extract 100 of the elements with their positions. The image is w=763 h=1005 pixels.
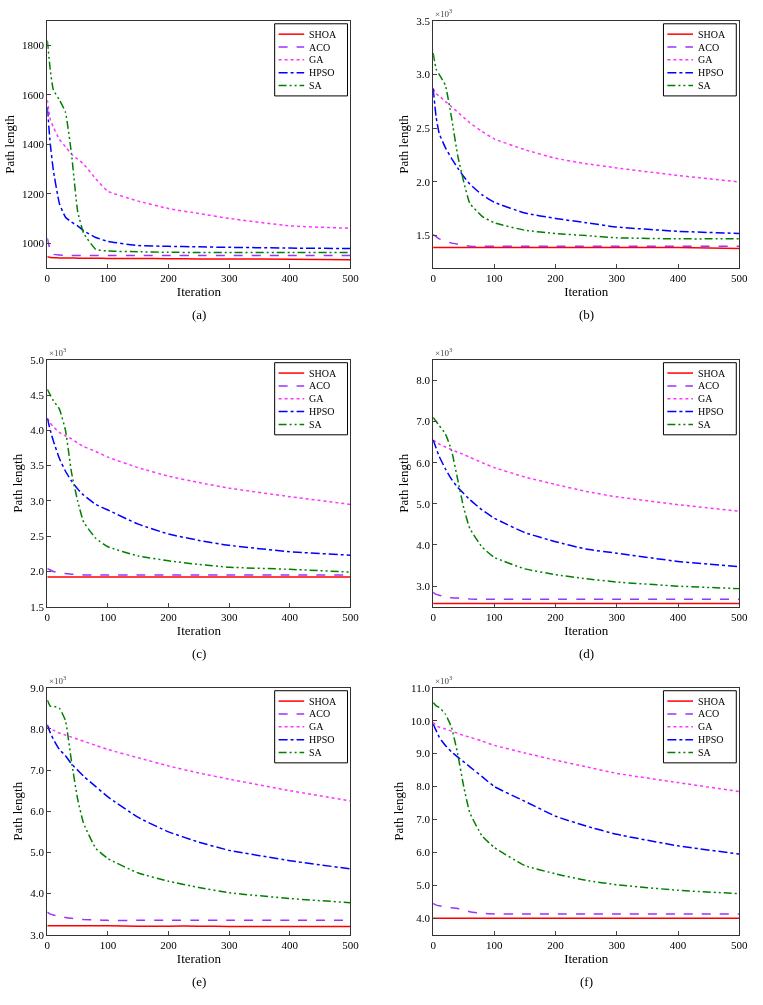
x-tick-label: 100 xyxy=(486,938,504,951)
y-tick-label: 11.0 xyxy=(411,681,431,694)
x-tick-label: 500 xyxy=(342,272,360,285)
y-tick-label: 10.0 xyxy=(410,714,431,727)
legend-label: ACO xyxy=(698,708,720,719)
text: (d) xyxy=(579,646,595,661)
text: ×10$^{3}$ xyxy=(435,674,453,686)
y-tick-label: 2.0 xyxy=(30,565,45,578)
x-tick-label: 100 xyxy=(486,610,504,623)
y-tick-label: 8.0 xyxy=(30,722,45,735)
y-tick-label: 4.0 xyxy=(416,912,431,925)
x-tick-label: 0 xyxy=(430,272,437,285)
line-series xyxy=(47,699,351,904)
y-tick-label: 1000 xyxy=(22,236,45,249)
x-tick-label: 500 xyxy=(730,938,748,951)
x-tick-label: 400 xyxy=(281,610,299,623)
legend-label: SA xyxy=(309,747,323,758)
y-tick-label: 6.0 xyxy=(416,846,431,859)
x-tick-label: 500 xyxy=(342,610,360,623)
y-tick-label: 4.5 xyxy=(30,388,45,401)
legend-label: GA xyxy=(309,721,325,732)
x-tick-label: 200 xyxy=(547,272,565,285)
legend-label: SA xyxy=(698,747,712,758)
text: (c) xyxy=(192,646,207,661)
line-series xyxy=(47,417,351,556)
y-tick-label: 4.0 xyxy=(416,538,431,551)
legend-label: GA xyxy=(309,393,325,404)
legend-label: SHOA xyxy=(698,29,726,40)
legend-label: HPSO xyxy=(309,67,335,78)
y-axis-title: Path length xyxy=(396,114,412,174)
legend-label: HPSO xyxy=(698,734,724,745)
y-tick-label: 1800 xyxy=(22,39,45,52)
y-tick-label: 5.0 xyxy=(416,879,431,892)
legend-label: HPSO xyxy=(698,67,724,78)
x-tick-label: 0 xyxy=(44,938,51,951)
text: (a) xyxy=(192,307,207,322)
x-axis-title: Iteration xyxy=(176,950,222,966)
y-tick-label: 6.0 xyxy=(30,805,45,818)
x-tick-label: 300 xyxy=(608,610,626,623)
legend-label: GA xyxy=(698,721,714,732)
x-tick-label: 0 xyxy=(430,938,437,951)
y-tick-label: 9.0 xyxy=(30,681,45,694)
line-series xyxy=(433,416,740,590)
legend-label: SHOA xyxy=(698,696,726,707)
y-axis-title: Path length xyxy=(396,453,412,513)
x-axis-title: Iteration xyxy=(564,284,609,300)
y-tick-label: 1200 xyxy=(22,187,45,200)
x-tick-label: 300 xyxy=(608,938,626,951)
line-series xyxy=(433,902,740,915)
x-tick-label: 0 xyxy=(430,610,437,623)
y-tick-label: 9.0 xyxy=(416,747,431,760)
text: (b) xyxy=(579,307,595,322)
y-tick-label: 4.0 xyxy=(30,887,45,900)
y-tick-label: 8.0 xyxy=(416,780,431,793)
x-axis-title: Iteration xyxy=(564,950,609,966)
legend-label: HPSO xyxy=(309,734,335,745)
legend-label: GA xyxy=(698,54,714,65)
line-series xyxy=(433,233,740,248)
y-tick-label: 3.5 xyxy=(416,14,431,27)
x-tick-label: 400 xyxy=(669,610,687,623)
y-tick-label: 1.5 xyxy=(30,600,45,613)
y-tick-label: 5.0 xyxy=(30,846,45,859)
x-tick-label: 0 xyxy=(44,610,51,623)
x-tick-label: 400 xyxy=(281,938,299,951)
x-tick-label: 300 xyxy=(608,272,626,285)
line-series xyxy=(47,237,351,257)
x-tick-label: 200 xyxy=(547,938,565,951)
text: (e) xyxy=(192,974,207,989)
y-tick-label: 3.0 xyxy=(30,494,45,507)
legend-label: SHOA xyxy=(698,368,726,379)
text: ×10$^{3}$ xyxy=(49,346,67,358)
legend-label: ACO xyxy=(698,42,720,53)
x-axis-title: Iteration xyxy=(176,622,222,638)
legend-label: ACO xyxy=(309,380,331,391)
x-tick-label: 400 xyxy=(669,272,687,285)
legend-label: ACO xyxy=(309,708,331,719)
legend-label: SA xyxy=(698,80,712,91)
y-tick-label: 7.0 xyxy=(30,763,45,776)
x-tick-label: 400 xyxy=(281,272,299,285)
legend-label: SHOA xyxy=(309,368,337,379)
y-tick-label: 8.0 xyxy=(416,374,431,387)
legend-label: SHOA xyxy=(309,29,337,40)
y-tick-label: 5.0 xyxy=(30,353,45,366)
legend-label: SHOA xyxy=(309,696,337,707)
text: ×10$^{3}$ xyxy=(435,346,453,358)
line-series xyxy=(433,591,740,601)
y-tick-label: 3.0 xyxy=(416,68,431,81)
legend-label: ACO xyxy=(309,42,331,53)
line-series xyxy=(433,723,740,855)
y-tick-label: 1.5 xyxy=(416,229,431,242)
x-tick-label: 100 xyxy=(99,938,117,951)
y-tick-label: 6.0 xyxy=(416,456,431,469)
y-tick-label: 5.0 xyxy=(416,497,431,510)
legend-label: SA xyxy=(698,419,712,430)
line-series xyxy=(433,439,740,568)
legend-label: ACO xyxy=(698,380,720,391)
y-tick-label: 7.0 xyxy=(416,415,431,428)
y-tick-label: 2.5 xyxy=(30,530,45,543)
y-tick-label: 2.0 xyxy=(416,175,431,188)
text: ×10$^{3}$ xyxy=(49,674,67,686)
